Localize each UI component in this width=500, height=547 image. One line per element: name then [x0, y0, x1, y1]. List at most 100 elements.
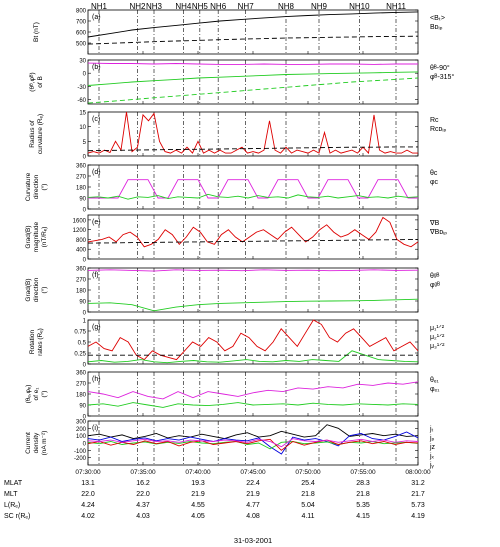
- panel-letter: (f): [92, 272, 99, 279]
- event-label: NH7: [238, 2, 255, 11]
- y-tick-label: 30: [79, 59, 86, 65]
- panel-frame: [87, 164, 419, 210]
- y-tick-label: 360: [76, 267, 87, 273]
- footer-value: 21.9: [191, 491, 205, 498]
- y-tick-label: -200: [74, 456, 87, 462]
- y-tick-label: 10: [79, 125, 86, 131]
- y-tick-label: 0: [83, 258, 87, 264]
- event-label: NH8: [278, 2, 295, 11]
- y-tick-label: 800: [76, 9, 87, 15]
- series-line: [87, 381, 419, 400]
- y-tick-label: 0: [83, 155, 87, 161]
- legend-entry: φᴮ-315°: [430, 73, 454, 81]
- event-label: NH5: [192, 2, 209, 11]
- footer-value: 4.08: [246, 513, 260, 520]
- footer-value: 5.73: [411, 502, 425, 509]
- y-tick-label: 0.5: [78, 341, 87, 347]
- legend-entry: μ₃¹ᐟ²: [430, 343, 445, 350]
- series-line: [87, 269, 419, 272]
- y-axis-label: Curvature: [25, 172, 32, 201]
- y-tick-label: -30: [77, 85, 86, 91]
- y-tick-label: 800: [76, 238, 87, 244]
- footer-value: 21.8: [301, 491, 315, 498]
- y-tick-label: 200: [76, 427, 87, 433]
- legend-entry: φᵍᴮ: [430, 282, 440, 289]
- panel-frame: [87, 111, 419, 157]
- footer-value: 5.35: [356, 502, 370, 509]
- y-tick-label: 700: [76, 20, 87, 26]
- event-label: NH4: [175, 2, 192, 11]
- footer-row-label: MLT: [4, 491, 18, 498]
- legend-entry: Rᴄᴅᵢₚ: [430, 126, 447, 133]
- y-tick-label: 1: [83, 319, 87, 325]
- legend-entry: jᵧ: [429, 462, 435, 469]
- y-tick-label: 360: [76, 164, 87, 170]
- y-tick-label: 90: [79, 300, 86, 306]
- panel-letter: (e): [92, 219, 101, 226]
- y-tick-label: 360: [76, 371, 87, 377]
- footer-value: 28.3: [356, 480, 370, 487]
- footer-value: 4.05: [191, 513, 205, 520]
- y-tick-label: 180: [76, 186, 87, 192]
- y-axis-label: density: [33, 432, 40, 453]
- y-tick-label: 270: [76, 175, 87, 181]
- x-tick-label: 08:00:00: [405, 469, 431, 476]
- footer-value: 22.4: [246, 480, 260, 487]
- y-tick-label: 90: [79, 197, 86, 203]
- series-line: [87, 216, 419, 248]
- footer-row-label: SC r(Rₑ): [4, 513, 30, 520]
- y-tick-label: 1200: [73, 228, 87, 234]
- series-line: [87, 441, 419, 450]
- legend-entry: jₜ: [429, 426, 434, 433]
- y-axis-label: (θᴮ,φᴮ): [29, 72, 36, 91]
- y-tick-label: 1600: [73, 218, 87, 224]
- legend-entry: φᴄ: [430, 179, 439, 186]
- footer-value: 4.19: [411, 513, 425, 520]
- y-tick-label: 15: [79, 111, 86, 117]
- y-tick-label: 0: [83, 72, 87, 78]
- legend-entry: θᴮ-90°: [430, 64, 450, 72]
- y-tick-label: -100: [74, 449, 87, 455]
- legend-entry: μ₁¹ᐟ²: [430, 325, 445, 332]
- footer-value: 31.2: [411, 480, 425, 487]
- footer-row-label: L(Rₑ): [4, 502, 20, 509]
- legend-entry: θₑ₁: [430, 377, 439, 384]
- y-axis-label: Rotation: [29, 330, 36, 355]
- event-label: NH11: [386, 2, 406, 11]
- x-tick-label: 07:30:00: [75, 469, 101, 476]
- event-label: NH1: [91, 2, 108, 11]
- footer-value: 4.15: [356, 513, 370, 520]
- series-line: [87, 71, 419, 86]
- legend-entry: jₓ: [429, 453, 435, 460]
- panel-letter: (b): [92, 64, 101, 71]
- y-tick-label: 270: [76, 278, 87, 284]
- series-line: [87, 11, 419, 38]
- y-tick-label: 90: [79, 404, 86, 410]
- series-line: [87, 77, 419, 104]
- y-tick-label: 5: [83, 140, 87, 146]
- y-axis-label: (°): [40, 287, 48, 294]
- footer-value: 4.37: [136, 502, 150, 509]
- y-axis-label: Radius of: [29, 120, 36, 148]
- footer-value: 21.8: [356, 491, 370, 498]
- legend-entry: ∇Bᴅᵢₚ: [429, 228, 447, 236]
- y-tick-label: 0.75: [74, 330, 86, 336]
- series-line: [88, 179, 418, 199]
- y-axis-label: (nT/Rₑ): [41, 227, 48, 248]
- x-tick-label: 07:40:00: [185, 469, 211, 476]
- x-tick-label: 07:45:00: [240, 469, 266, 476]
- y-tick-label: 0: [83, 311, 87, 317]
- legend-entry: θᴄ: [430, 170, 438, 177]
- panel-letter: (i): [92, 425, 98, 432]
- footer-value: 4.77: [246, 502, 260, 509]
- y-tick-label: 270: [76, 382, 87, 388]
- y-tick-label: 0: [83, 415, 87, 421]
- footer-value: 22.0: [136, 491, 150, 498]
- y-axis-label: direction: [33, 174, 40, 199]
- series-line: [87, 402, 419, 408]
- panel-frame: [87, 59, 419, 105]
- legend-entry: θᵍᴮ: [430, 273, 440, 280]
- footer-value: 4.55: [191, 502, 205, 509]
- footer-value: 16.2: [136, 480, 150, 487]
